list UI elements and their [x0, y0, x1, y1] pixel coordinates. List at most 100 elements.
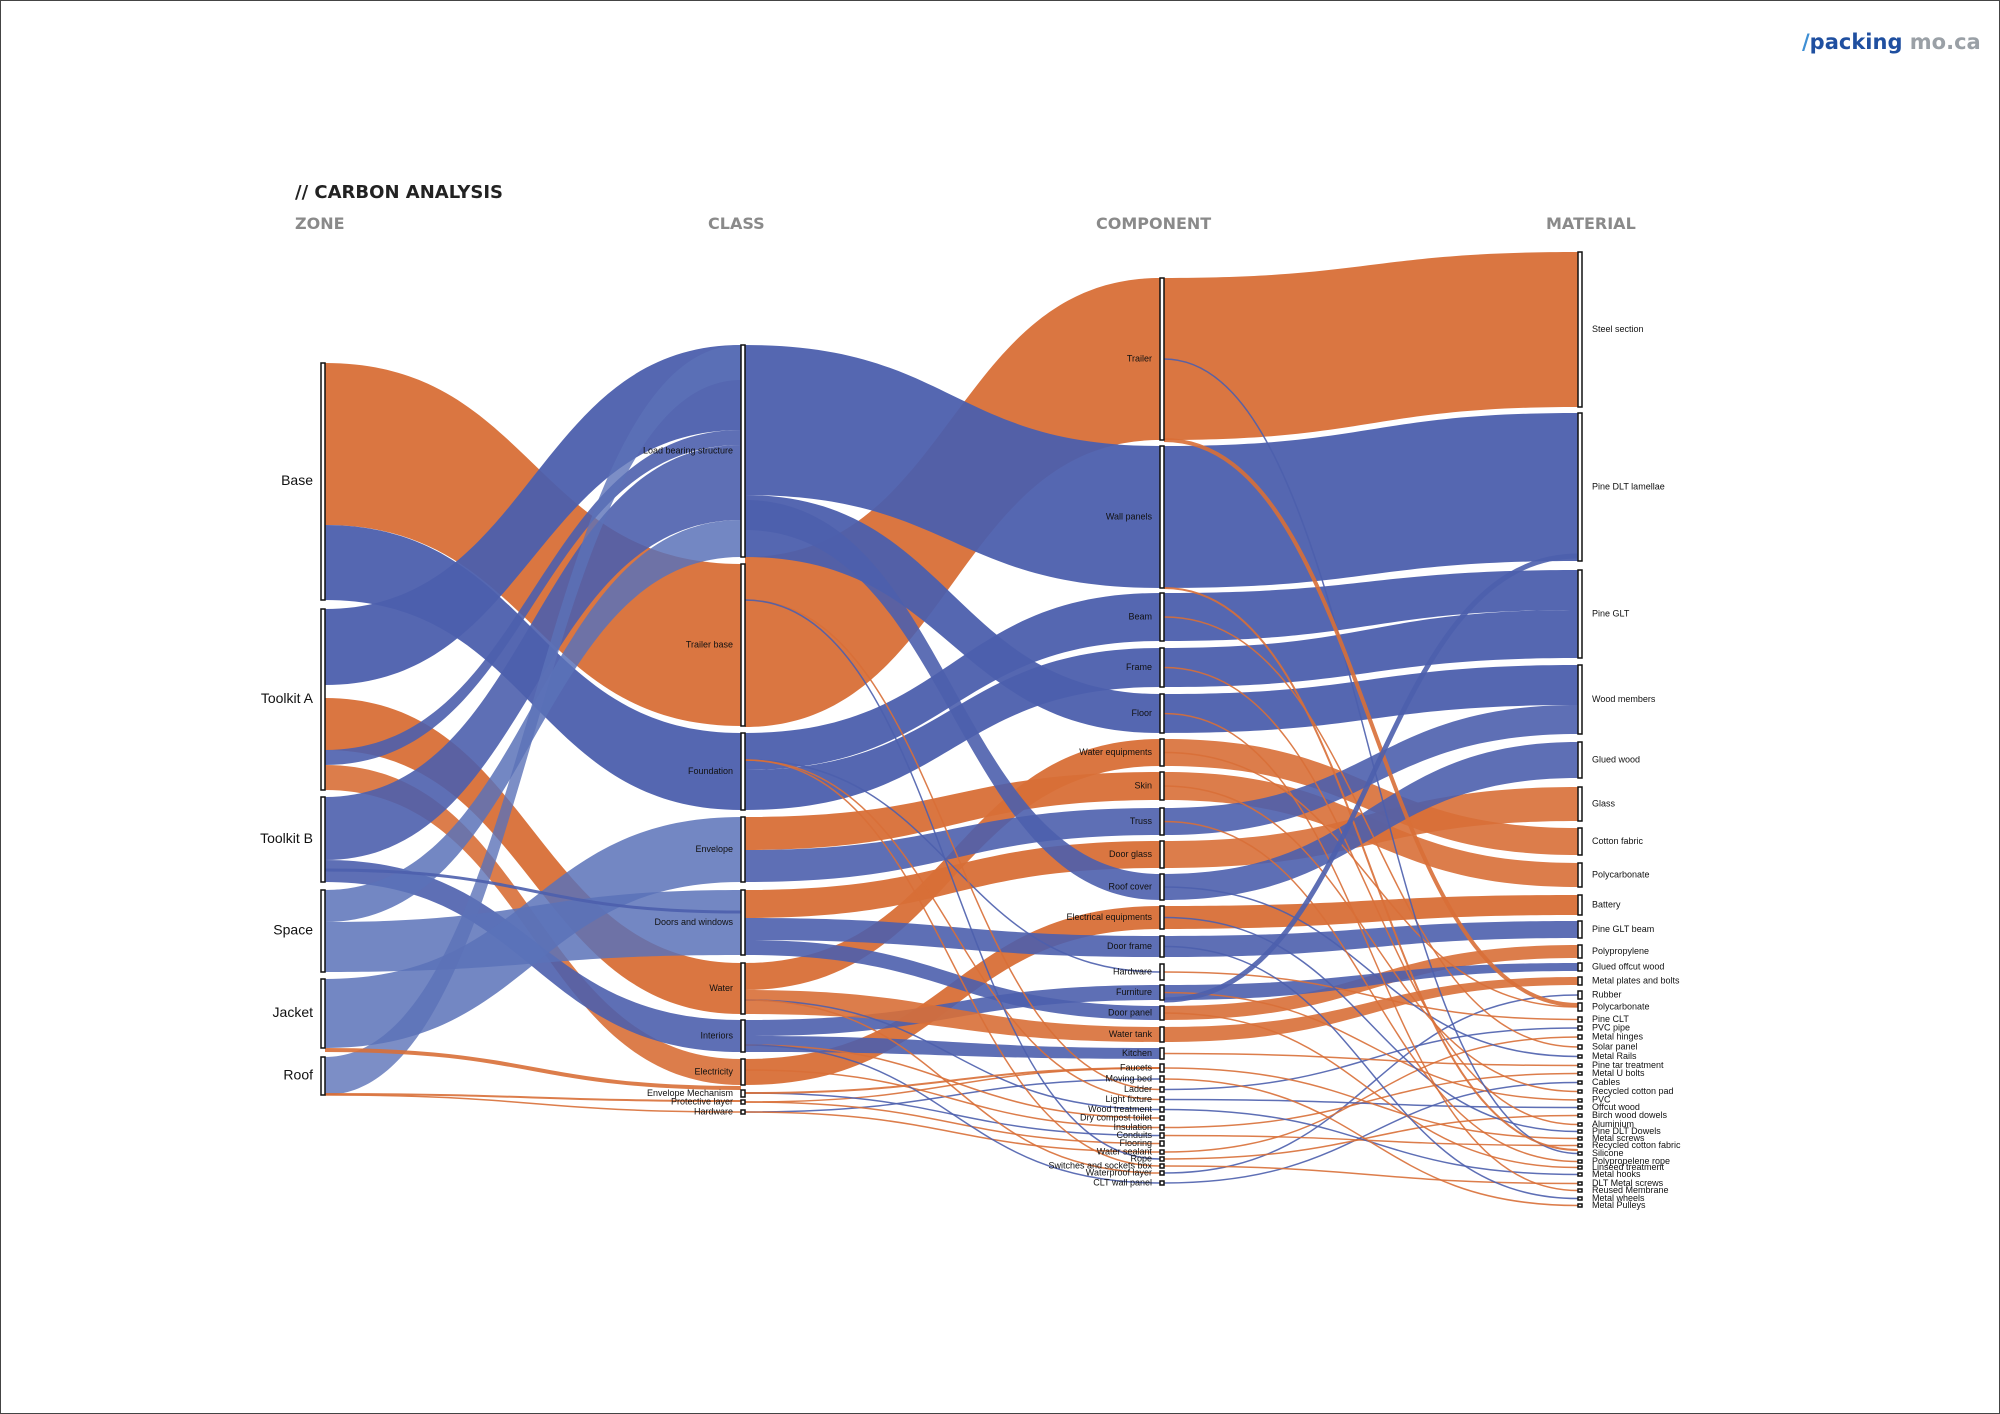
- material-node[interactable]: [1577, 962, 1583, 972]
- sankey-flow: [1163, 1052, 1579, 1067]
- component-node[interactable]: [1159, 984, 1165, 1001]
- material-node[interactable]: [1577, 1016, 1583, 1023]
- material-node[interactable]: [1577, 1196, 1583, 1201]
- class-node[interactable]: [740, 1099, 746, 1105]
- sankey-flow: [745, 345, 1160, 588]
- material-node[interactable]: [1577, 976, 1583, 986]
- material-node[interactable]: [1577, 1025, 1583, 1031]
- component-node[interactable]: [1159, 1180, 1165, 1186]
- component-node[interactable]: [1159, 807, 1165, 836]
- class-node[interactable]: [740, 1058, 746, 1086]
- material-node[interactable]: [1577, 990, 1583, 1000]
- material-node[interactable]: [1577, 412, 1583, 562]
- material-node[interactable]: [1577, 862, 1583, 888]
- material-node[interactable]: [1577, 251, 1583, 408]
- material-node[interactable]: [1577, 1203, 1583, 1208]
- material-node[interactable]: [1577, 1089, 1583, 1094]
- component-node[interactable]: [1159, 1096, 1165, 1103]
- component-node[interactable]: [1159, 693, 1165, 734]
- component-node[interactable]: [1159, 771, 1165, 801]
- zone-node[interactable]: [320, 362, 326, 601]
- class-node[interactable]: [740, 1089, 746, 1098]
- component-node[interactable]: [1159, 905, 1165, 930]
- material-node[interactable]: [1577, 1063, 1583, 1068]
- class-node[interactable]: [740, 962, 746, 1015]
- class-node[interactable]: [740, 889, 746, 956]
- component-node[interactable]: [1159, 1063, 1165, 1073]
- sankey-flow: [745, 906, 1160, 1085]
- material-node[interactable]: [1577, 1143, 1583, 1148]
- class-node[interactable]: [740, 816, 746, 883]
- component-label: Door glass: [1109, 849, 1153, 859]
- material-node[interactable]: [1577, 1080, 1583, 1085]
- material-node[interactable]: [1577, 1129, 1583, 1134]
- material-node[interactable]: [1577, 1151, 1583, 1156]
- material-node[interactable]: [1577, 1054, 1583, 1059]
- sankey-flow: [745, 593, 1160, 770]
- material-node[interactable]: [1577, 786, 1583, 822]
- class-node[interactable]: [740, 563, 746, 727]
- material-node[interactable]: [1577, 569, 1583, 659]
- component-node[interactable]: [1159, 1149, 1165, 1155]
- component-node[interactable]: [1159, 1075, 1165, 1083]
- component-node[interactable]: [1159, 1124, 1165, 1131]
- class-label: Protective layer: [671, 1096, 733, 1106]
- sankey-flow: [1163, 666, 1579, 1126]
- material-node[interactable]: [1577, 1113, 1583, 1118]
- column-header-zone: ZONE: [295, 214, 345, 233]
- component-node[interactable]: [1159, 840, 1165, 869]
- material-node[interactable]: [1577, 1044, 1583, 1050]
- component-node[interactable]: [1159, 873, 1165, 901]
- material-node[interactable]: [1577, 1105, 1583, 1110]
- sankey-flow: [324, 1048, 742, 1090]
- material-node[interactable]: [1577, 1098, 1583, 1103]
- component-node[interactable]: [1159, 1156, 1165, 1162]
- component-node[interactable]: [1159, 1086, 1165, 1093]
- material-node[interactable]: [1577, 827, 1583, 856]
- material-node[interactable]: [1577, 894, 1583, 916]
- material-label: Cotton fabric: [1592, 836, 1644, 846]
- component-node[interactable]: [1159, 1163, 1165, 1169]
- component-node[interactable]: [1159, 1132, 1165, 1139]
- component-node[interactable]: [1159, 1115, 1165, 1121]
- material-node[interactable]: [1577, 1181, 1583, 1186]
- component-node[interactable]: [1159, 1140, 1165, 1147]
- material-node[interactable]: [1577, 1136, 1583, 1141]
- component-node[interactable]: [1159, 963, 1165, 981]
- material-node[interactable]: [1577, 1159, 1583, 1164]
- material-node[interactable]: [1577, 1122, 1583, 1127]
- material-node[interactable]: [1577, 1188, 1583, 1193]
- zone-node[interactable]: [320, 978, 326, 1049]
- component-node[interactable]: [1159, 1106, 1165, 1113]
- material-node[interactable]: [1577, 664, 1583, 735]
- zone-node[interactable]: [320, 608, 326, 791]
- component-label: Trailer: [1127, 353, 1152, 363]
- component-node[interactable]: [1159, 738, 1165, 767]
- class-node[interactable]: [740, 1019, 746, 1053]
- component-node[interactable]: [1159, 1005, 1165, 1021]
- material-node[interactable]: [1577, 1172, 1583, 1177]
- zone-node[interactable]: [320, 1056, 326, 1096]
- brand-logo[interactable]: /packing mo.ca: [1802, 30, 1981, 54]
- component-node[interactable]: [1159, 1047, 1165, 1060]
- material-node[interactable]: [1577, 944, 1583, 959]
- zone-node[interactable]: [320, 889, 326, 973]
- material-node[interactable]: [1577, 1071, 1583, 1076]
- zone-node[interactable]: [320, 796, 326, 883]
- component-node[interactable]: [1159, 445, 1165, 589]
- material-node[interactable]: [1577, 920, 1583, 939]
- material-node[interactable]: [1577, 741, 1583, 779]
- component-node[interactable]: [1159, 592, 1165, 642]
- material-node[interactable]: [1577, 1034, 1583, 1040]
- component-node[interactable]: [1159, 647, 1165, 688]
- material-node[interactable]: [1577, 1002, 1583, 1012]
- material-node[interactable]: [1577, 1165, 1583, 1170]
- component-node[interactable]: [1159, 1026, 1165, 1043]
- class-node[interactable]: [740, 344, 746, 558]
- component-node[interactable]: [1159, 935, 1165, 958]
- sankey-flow: [1163, 587, 1579, 1151]
- component-node[interactable]: [1159, 277, 1165, 441]
- component-node[interactable]: [1159, 1170, 1165, 1176]
- class-node[interactable]: [740, 1109, 746, 1115]
- class-node[interactable]: [740, 732, 746, 811]
